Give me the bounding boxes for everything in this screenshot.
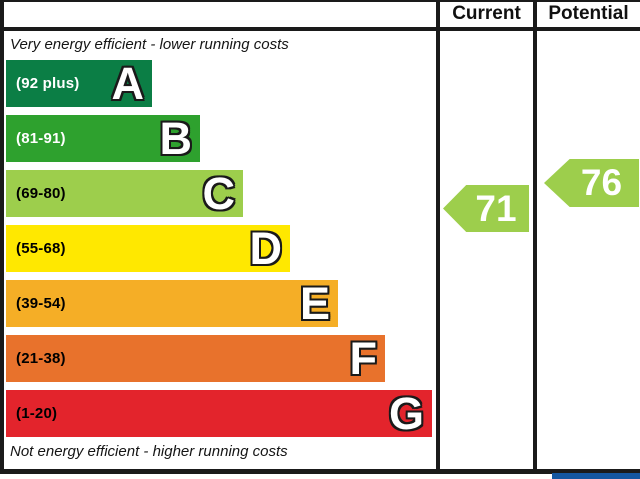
band-range: (81-91) (16, 130, 66, 147)
table-left-border (0, 0, 4, 474)
band-letter: C (202, 168, 236, 219)
potential-column-left-border (533, 0, 537, 474)
band-range: (55-68) (16, 240, 66, 257)
band-range: (39-54) (16, 295, 66, 312)
column-header-potential: Potential (548, 2, 629, 24)
current-rating-value: 71 (475, 187, 517, 229)
potential-rating-value: 76 (580, 162, 623, 203)
band-letter: E (299, 278, 330, 329)
band-d: (55-68) D (6, 225, 290, 272)
band-letter: B (159, 113, 193, 164)
band-c: (69-80) C (6, 170, 243, 217)
band-b: (81-91) B (6, 115, 200, 162)
band-range: (1-20) (16, 405, 58, 422)
column-header-current: Current (452, 2, 521, 24)
eu-emblem-strip (552, 473, 640, 479)
band-letter: F (349, 333, 378, 384)
table-bottom-border (0, 469, 640, 474)
band-letter: A (111, 58, 145, 109)
header-row-bottom-border (0, 27, 640, 31)
top-caption: Very energy efficient - lower running co… (10, 36, 289, 53)
band-e: (39-54) E (6, 280, 338, 327)
potential-rating-arrow: 76 (544, 159, 639, 207)
current-column-left-border (436, 0, 440, 474)
band-letter: D (249, 223, 283, 274)
band-g: (1-20) G (6, 390, 432, 437)
band-letter: G (388, 388, 424, 439)
current-rating-arrow: 71 (443, 185, 529, 232)
band-range: (92 plus) (16, 75, 80, 92)
band-range: (69-80) (16, 185, 66, 202)
band-a: (92 plus) A (6, 60, 152, 107)
table-top-border (0, 0, 640, 2)
band-f: (21-38) F (6, 335, 385, 382)
bottom-caption: Not energy efficient - higher running co… (10, 443, 288, 460)
band-range: (21-38) (16, 350, 66, 367)
